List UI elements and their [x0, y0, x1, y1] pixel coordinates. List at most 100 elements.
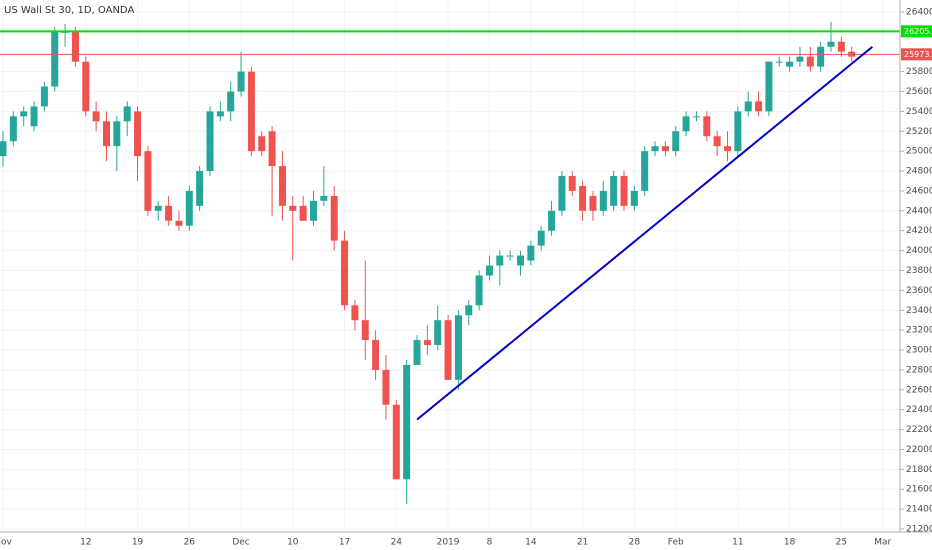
price-label: 26205.0: [904, 27, 932, 36]
price-label: 25973.7: [904, 50, 932, 59]
x-tick-label: Nov: [0, 538, 12, 548]
candle-body: [620, 176, 628, 206]
candle-body: [692, 116, 700, 118]
x-tick-label: 19: [132, 538, 144, 548]
x-tick-label: 2019: [437, 538, 460, 548]
candle-body: [310, 200, 317, 221]
y-tick-label: 25800.0: [906, 67, 932, 77]
candle-body: [475, 275, 483, 306]
candle-body: [30, 106, 38, 127]
x-tick-label: 12: [80, 538, 91, 548]
candle-body: [351, 305, 359, 321]
candle-body: [268, 131, 276, 167]
y-tick-label: 25000.0: [906, 147, 932, 157]
x-tick-label: 21: [577, 538, 588, 548]
candle-body: [289, 205, 297, 211]
candle-body: [154, 205, 162, 211]
candle-body: [485, 265, 493, 276]
candle-body: [703, 116, 711, 137]
y-tick-label: 21400.0: [906, 505, 932, 515]
y-tick-label: 22200.0: [906, 425, 932, 435]
candle-body: [827, 41, 835, 47]
y-tick-label: 24800.0: [906, 167, 932, 177]
candle-body: [237, 71, 245, 92]
candle-body: [579, 185, 587, 211]
y-tick-label: 25200.0: [906, 127, 932, 137]
candle-body: [568, 176, 576, 191]
candle-body: [392, 404, 400, 480]
candle-body: [20, 111, 28, 117]
x-tick-label: Feb: [668, 538, 684, 548]
candle-body: [71, 31, 79, 62]
y-tick-label: 23600.0: [906, 286, 932, 296]
y-tick-label: 23000.0: [906, 346, 932, 356]
x-tick-label: 17: [339, 538, 350, 548]
candle-body: [775, 61, 783, 63]
candle-body: [206, 111, 214, 172]
y-tick-label: 22600.0: [906, 385, 932, 395]
y-tick-label: 21800.0: [906, 465, 932, 475]
candle-body: [216, 111, 224, 117]
y-tick-label: 25600.0: [906, 87, 932, 97]
x-tick-label: 14: [525, 538, 537, 548]
candle-body: [506, 255, 514, 257]
x-tick-label: 8: [487, 538, 493, 548]
candle-body: [40, 86, 48, 107]
plot: [0, 21, 900, 505]
candle-body: [330, 195, 338, 241]
candle-body: [92, 111, 100, 122]
y-tick-label: 24000.0: [906, 246, 932, 256]
candle-body: [724, 146, 731, 152]
y-tick-label: 21200.0: [906, 525, 932, 535]
candle-body: [765, 61, 773, 112]
x-tick-label: 24: [391, 538, 403, 548]
x-tick-label: 11: [732, 538, 743, 548]
y-tick-label: 26400.0: [906, 7, 932, 17]
candle-body: [537, 230, 545, 246]
y-tick-label: 23400.0: [906, 306, 932, 316]
candle-body: [744, 101, 752, 112]
candle-body: [548, 210, 556, 231]
y-tick-label: 24400.0: [906, 206, 932, 216]
candle-body: [806, 56, 814, 67]
candle-body: [361, 320, 369, 341]
chart-title: US Wall St 30, 1D, OANDA: [4, 5, 134, 16]
candle-body: [196, 171, 204, 206]
trendline: [416, 45, 874, 421]
candle-body: [144, 151, 152, 211]
candle-body: [454, 315, 462, 380]
candle-body: [227, 91, 235, 112]
candle-body: [496, 255, 504, 266]
candle-body: [185, 190, 193, 226]
candle-body: [672, 131, 680, 152]
candle-body: [382, 369, 390, 405]
candle-body: [651, 146, 659, 152]
candle-body: [341, 240, 349, 306]
candle-body: [786, 61, 794, 67]
x-tick-label: 28: [629, 538, 641, 548]
x-tick-label: 10: [287, 538, 299, 548]
candle-body: [113, 121, 121, 147]
candle-body: [734, 111, 742, 152]
candle-body: [558, 176, 566, 211]
candle-body: [713, 136, 721, 147]
candle-body: [258, 136, 266, 152]
y-tick-label: 23800.0: [906, 266, 932, 276]
candle-body: [423, 340, 431, 346]
y-tick-label: 22000.0: [906, 445, 932, 455]
candle-body: [82, 61, 90, 112]
x-tick-label: Dec: [232, 538, 249, 548]
candle-body: [517, 255, 524, 266]
candle-body: [247, 71, 255, 152]
candle-body: [630, 190, 638, 206]
x-tick-label: 18: [784, 538, 796, 548]
candle-body: [403, 364, 411, 480]
x-tick-label: 25: [836, 538, 847, 548]
candle-body: [9, 116, 17, 142]
candle-body: [372, 340, 380, 370]
axes: 21200.0 21400.0 21600.0 21800.0 22000.0 22200…: [0, 7, 932, 548]
y-tick-label: 21600.0: [906, 485, 932, 495]
y-tick-label: 23200.0: [906, 326, 932, 336]
